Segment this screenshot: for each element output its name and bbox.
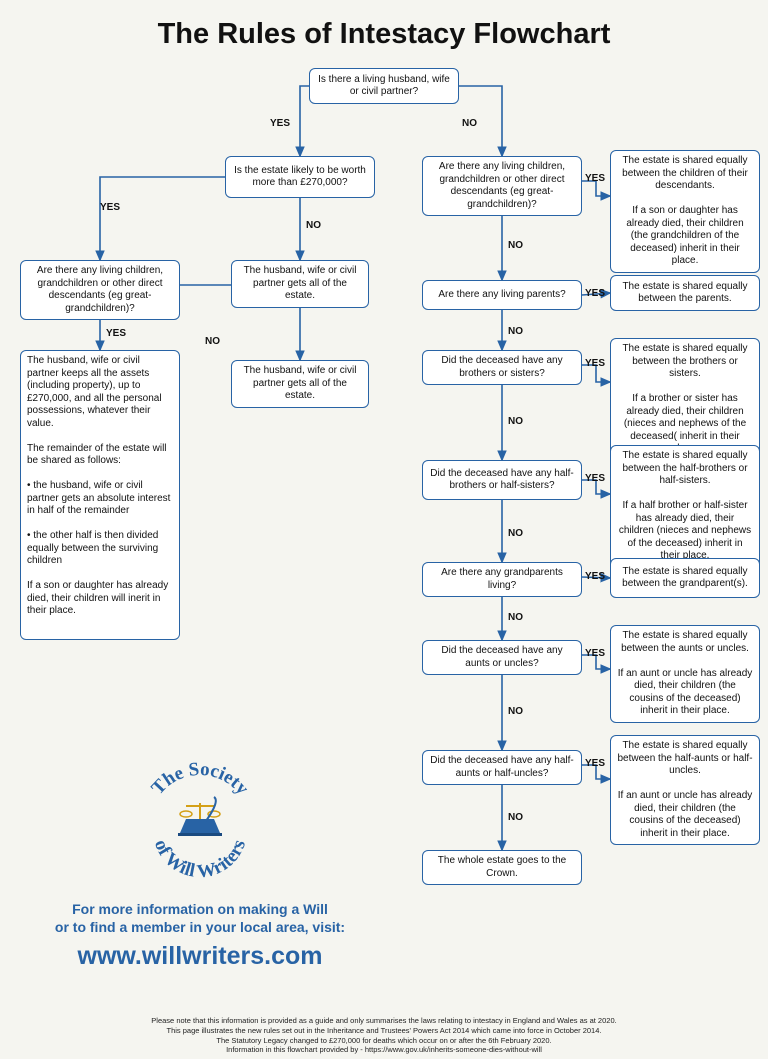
edge-label: YES [585, 288, 605, 299]
flowchart-node: The estate is shared equally between the… [610, 338, 760, 461]
flowchart-node: Are there any living children, grandchil… [422, 156, 582, 216]
edge-label: NO [508, 416, 523, 427]
website-url: www.willwriters.com [20, 942, 380, 971]
flowchart-node: Are there any grandparents living? [422, 562, 582, 597]
flowchart-node: Are there any living children, grandchil… [20, 260, 180, 320]
flowchart-node: The estate is shared equally between the… [610, 735, 760, 845]
flowchart-node: Did the deceased have any brothers or si… [422, 350, 582, 385]
edge-label: NO [205, 336, 220, 347]
info-line: For more information on making a Willor … [20, 900, 380, 936]
edge-label: YES [270, 118, 290, 129]
flowchart-node: Did the deceased have any half-brothers … [422, 460, 582, 500]
flowchart-node: The whole estate goes to the Crown. [422, 850, 582, 885]
flowchart-node: The estate is shared equally between the… [610, 625, 760, 723]
page-title: The Rules of Intestacy Flowchart [0, 0, 768, 61]
flowchart-node: Is there a living husband, wife or civil… [309, 68, 459, 104]
edge-label: YES [585, 173, 605, 184]
svg-text:of Will Writers: of Will Writers [150, 837, 250, 883]
flowchart-node: Did the deceased have any aunts or uncle… [422, 640, 582, 675]
edge-label: YES [585, 358, 605, 369]
society-logo: The Society of Will Writers [135, 760, 265, 890]
flowchart-node: Is the estate likely to be worth more th… [225, 156, 375, 198]
edge-label: YES [585, 571, 605, 582]
edge-label: NO [508, 812, 523, 823]
edge-label: YES [100, 202, 120, 213]
edge-label: NO [508, 612, 523, 623]
footnote: Please note that this information is pro… [0, 1016, 768, 1055]
flowchart-node: Are there any living parents? [422, 280, 582, 310]
flowchart-node: Did the deceased have any half-aunts or … [422, 750, 582, 785]
svg-text:The Society: The Society [147, 760, 253, 799]
edge-label: NO [508, 240, 523, 251]
flowchart-node: The husband, wife or civil partner keeps… [20, 350, 180, 640]
flowchart-node: The husband, wife or civil partner gets … [231, 260, 369, 308]
edge-label: NO [508, 326, 523, 337]
edge-label: YES [585, 758, 605, 769]
edge-label: NO [306, 220, 321, 231]
logo-block: The Society of Will Writers For more inf… [20, 760, 380, 971]
edge-label: YES [106, 328, 126, 339]
edge-label: NO [462, 118, 477, 129]
flowchart-node: The estate is shared equally between the… [610, 445, 760, 568]
edge-label: YES [585, 473, 605, 484]
flowchart-node: The husband, wife or civil partner gets … [231, 360, 369, 408]
flowchart-node: The estate is shared equally between the… [610, 275, 760, 311]
edge-label: NO [508, 706, 523, 717]
flowchart-node: The estate is shared equally between the… [610, 150, 760, 273]
edge-label: YES [585, 648, 605, 659]
edge-label: NO [508, 528, 523, 539]
flowchart-node: The estate is shared equally between the… [610, 558, 760, 598]
